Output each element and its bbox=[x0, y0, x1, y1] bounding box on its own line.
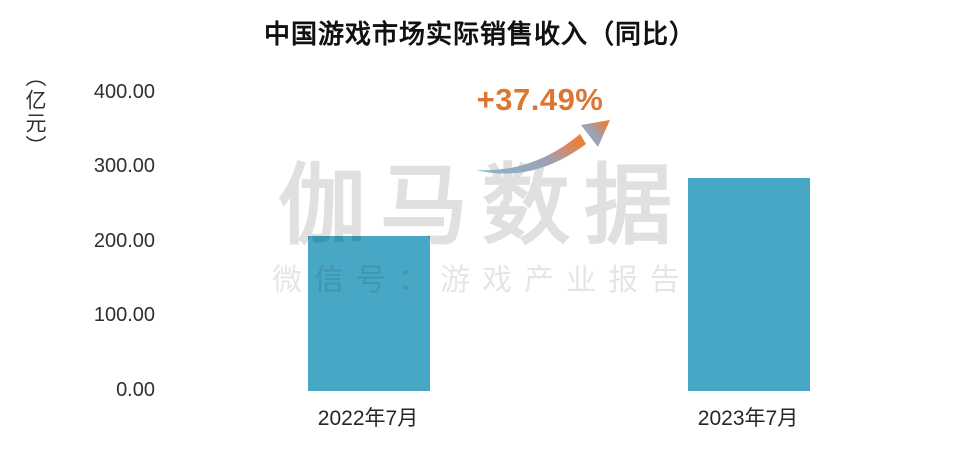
y-tick-300: 300.00 bbox=[93, 155, 155, 177]
watermark-brand: 伽马数据 bbox=[278, 156, 687, 255]
chart-title: 中国游戏市场实际销售收入（同比） bbox=[263, 19, 696, 49]
x-label-2023-07: 2023年7月 bbox=[697, 407, 799, 430]
y-tick-400: 400.00 bbox=[93, 81, 155, 103]
y-tick-200: 200.00 bbox=[93, 230, 155, 252]
bar-2022-07 bbox=[308, 236, 430, 391]
y-tick-100: 100.00 bbox=[93, 304, 155, 326]
y-tick-0: 0.00 bbox=[116, 379, 155, 401]
growth-arrow-icon bbox=[468, 112, 618, 184]
bar-2023-07 bbox=[688, 178, 810, 391]
watermark-tagline: 微信号：游戏产业报告 bbox=[272, 264, 692, 297]
y-axis-unit-label: （亿元） bbox=[23, 66, 46, 158]
x-label-2022-07: 2022年7月 bbox=[317, 407, 419, 430]
growth-annotation: +37.49% bbox=[476, 82, 604, 117]
